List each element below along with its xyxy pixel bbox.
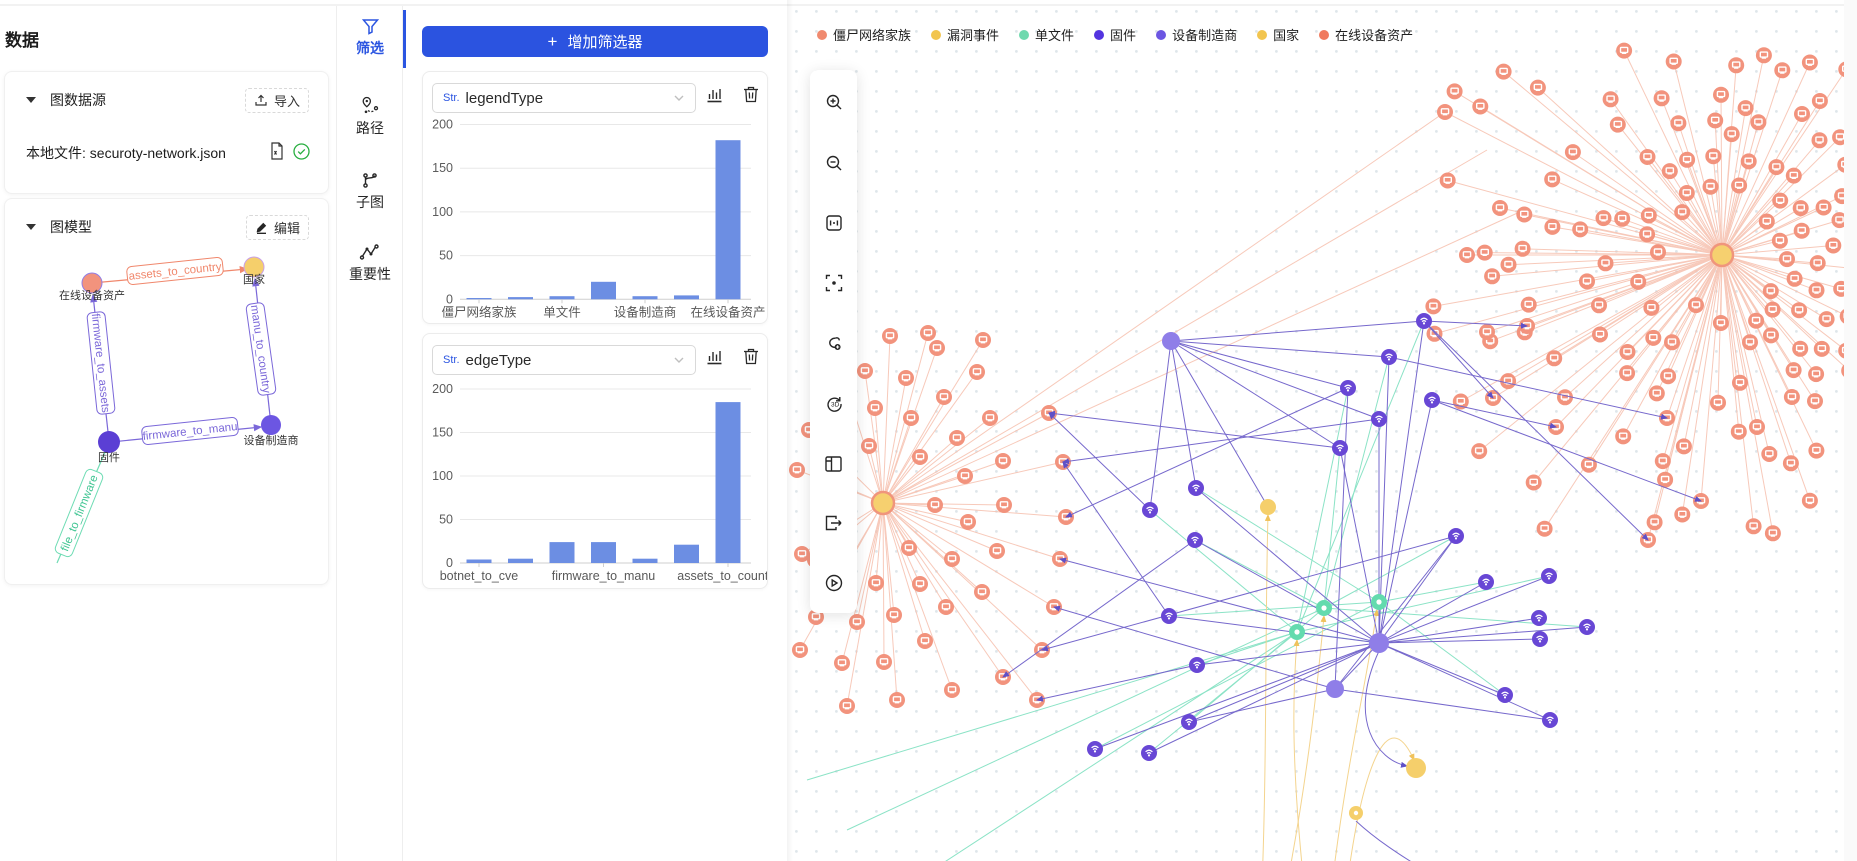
svg-text:100: 100 (432, 469, 453, 483)
svg-text:150: 150 (432, 426, 453, 440)
svg-text:0: 0 (446, 292, 453, 306)
svg-text:在线设备资产: 在线设备资产 (690, 304, 765, 319)
svg-text:固件: 固件 (98, 451, 120, 464)
svg-text:150: 150 (432, 161, 453, 175)
svg-text:设备制造商: 设备制造商 (614, 304, 677, 319)
svg-text:200: 200 (432, 382, 453, 396)
svg-text:3D: 3D (831, 401, 840, 408)
svg-text:单文件: 单文件 (543, 304, 581, 319)
svg-text:botnet_to_cve: botnet_to_cve (440, 569, 519, 583)
svg-text:僵尸网络家族: 僵尸网络家族 (441, 304, 517, 319)
svg-text:assets_to_country: assets_to_country (677, 569, 767, 583)
svg-text:50: 50 (439, 513, 453, 527)
svg-text:在线设备资产: 在线设备资产 (59, 288, 125, 302)
svg-text:50: 50 (439, 249, 453, 263)
svg-text:设备制造商: 设备制造商 (244, 433, 299, 447)
svg-text:firmware_to_manu: firmware_to_manu (552, 569, 656, 583)
svg-text:0: 0 (446, 556, 453, 570)
svg-text:100: 100 (432, 205, 453, 219)
svg-text:200: 200 (432, 118, 453, 132)
svg-text:国家: 国家 (243, 272, 265, 286)
